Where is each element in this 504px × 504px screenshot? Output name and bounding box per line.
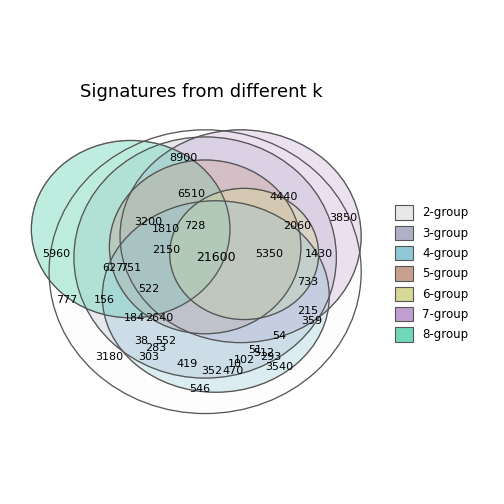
Text: 21600: 21600 xyxy=(196,251,235,264)
Text: 184: 184 xyxy=(123,313,145,323)
Ellipse shape xyxy=(102,201,329,392)
Ellipse shape xyxy=(109,160,301,334)
Ellipse shape xyxy=(170,188,319,320)
Text: 1810: 1810 xyxy=(152,224,180,234)
Text: 751: 751 xyxy=(120,263,141,273)
Ellipse shape xyxy=(31,141,230,318)
Text: 102: 102 xyxy=(233,355,255,365)
Text: 6510: 6510 xyxy=(177,188,205,199)
Text: 303: 303 xyxy=(138,352,159,362)
Text: 38: 38 xyxy=(134,336,148,346)
Text: 552: 552 xyxy=(156,336,177,346)
Text: 293: 293 xyxy=(260,352,281,362)
Text: 3200: 3200 xyxy=(135,217,162,227)
Text: 352: 352 xyxy=(202,366,223,376)
Ellipse shape xyxy=(49,130,361,414)
Text: 3850: 3850 xyxy=(330,214,357,223)
Text: 2060: 2060 xyxy=(283,221,311,231)
Text: 10: 10 xyxy=(228,359,242,369)
Text: 5960: 5960 xyxy=(42,249,70,259)
Text: 54: 54 xyxy=(273,331,287,341)
Text: 728: 728 xyxy=(184,221,205,231)
Text: 627: 627 xyxy=(102,263,123,273)
Text: 1430: 1430 xyxy=(304,249,333,259)
Text: 777: 777 xyxy=(56,295,78,305)
Text: 3180: 3180 xyxy=(95,352,123,362)
Text: 546: 546 xyxy=(190,384,210,394)
Text: 2150: 2150 xyxy=(152,245,180,256)
Text: 8900: 8900 xyxy=(170,153,198,163)
Text: 51: 51 xyxy=(248,345,262,355)
Text: 5350: 5350 xyxy=(255,249,283,259)
Text: 359: 359 xyxy=(301,317,322,327)
Text: 283: 283 xyxy=(145,343,166,353)
Text: 4440: 4440 xyxy=(269,192,297,202)
Text: 215: 215 xyxy=(297,306,319,316)
Text: 3540: 3540 xyxy=(266,362,294,372)
Text: 419: 419 xyxy=(177,359,198,369)
Ellipse shape xyxy=(74,137,336,378)
Legend: 2-group, 3-group, 4-group, 5-group, 6-group, 7-group, 8-group: 2-group, 3-group, 4-group, 5-group, 6-gr… xyxy=(392,202,472,345)
Text: 512: 512 xyxy=(253,348,274,358)
Ellipse shape xyxy=(120,130,361,343)
Text: 470: 470 xyxy=(223,366,244,376)
Text: 2640: 2640 xyxy=(145,313,173,323)
Text: 156: 156 xyxy=(94,295,114,305)
Text: 522: 522 xyxy=(138,284,159,294)
Title: Signatures from different k: Signatures from different k xyxy=(80,84,323,101)
Text: 733: 733 xyxy=(297,277,319,287)
